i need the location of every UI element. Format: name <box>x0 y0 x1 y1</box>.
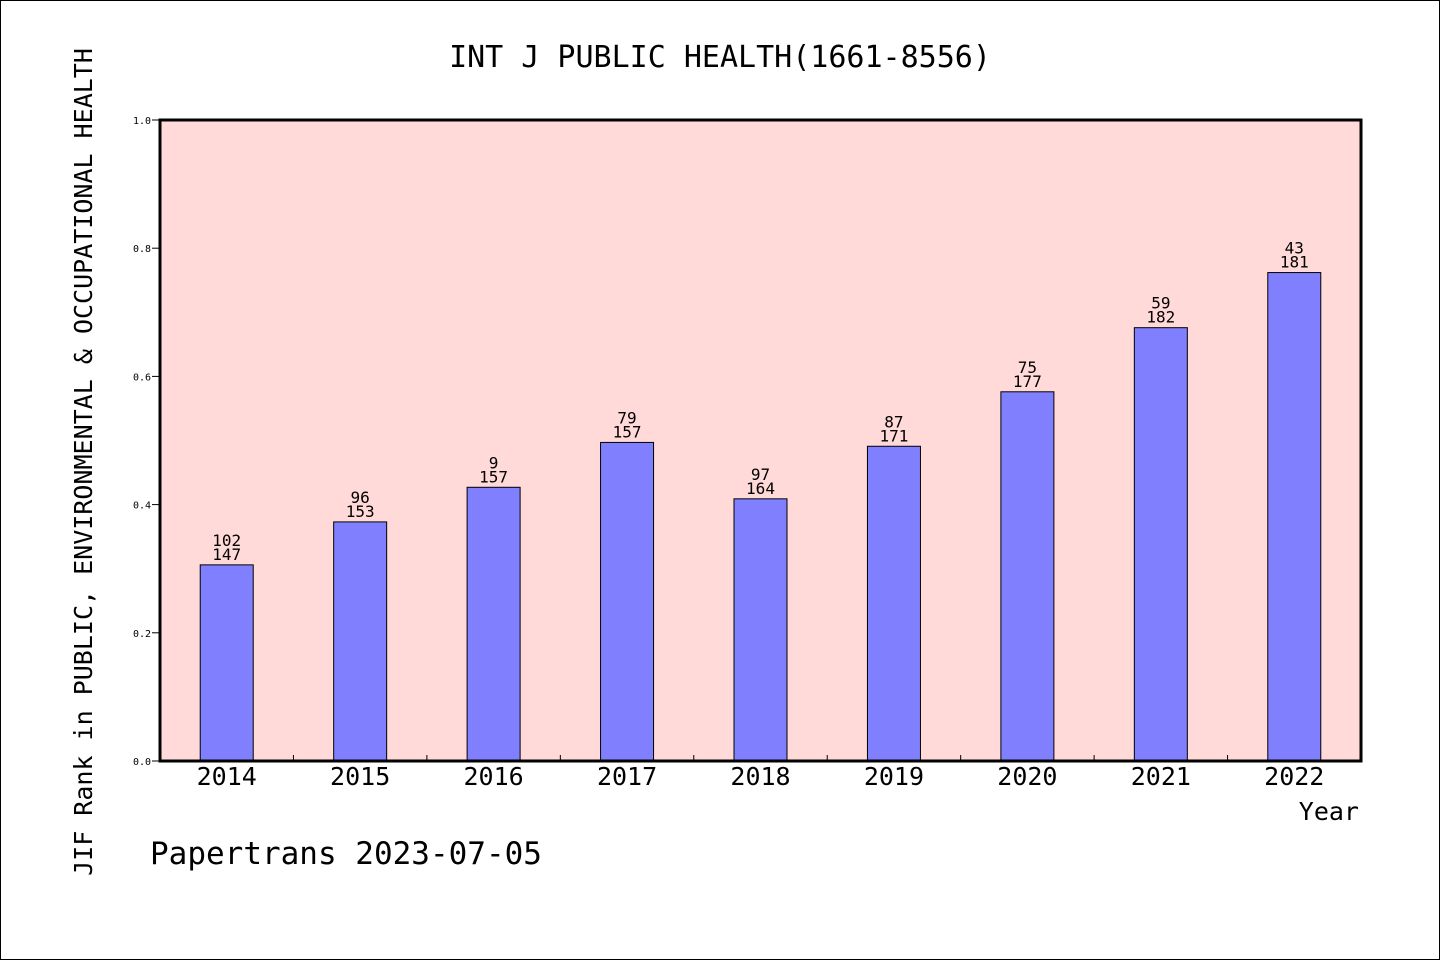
y-tick-label: 1.0 <box>133 116 151 127</box>
bar-2016 <box>466 486 521 762</box>
y-tick-label: 0.6 <box>133 372 151 383</box>
chart-title: INT J PUBLIC HEALTH(1661-8556) <box>449 40 991 75</box>
y-tick-label: 0.4 <box>133 501 151 512</box>
y-tick-label: 0.0 <box>133 757 151 768</box>
rank-label: 102 <box>212 531 241 550</box>
bar-2020 <box>1000 391 1055 762</box>
x-axis-label: Year <box>1299 797 1359 826</box>
total-label: 147 <box>212 545 241 564</box>
x-tick-label: 2014 <box>197 762 257 791</box>
rank-label: 87 <box>884 412 903 431</box>
bar-2021 <box>1133 327 1188 762</box>
total-label: 153 <box>346 502 375 521</box>
bar-2022 <box>1267 272 1322 762</box>
x-tick-label: 2020 <box>997 762 1057 791</box>
bars <box>199 272 1322 762</box>
x-tick-label: 2016 <box>464 762 524 791</box>
x-tick-label: 2021 <box>1131 762 1191 791</box>
rank-label: 59 <box>1151 294 1170 313</box>
total-label: 182 <box>1146 308 1175 327</box>
total-label: 181 <box>1280 253 1309 272</box>
total-label: 171 <box>879 426 908 445</box>
total-label: 157 <box>479 467 508 486</box>
y-axis-ticks: 0.0 0.2 0.4 0.6 0.8 1.0 <box>133 116 160 768</box>
bar-2019 <box>866 445 921 762</box>
rank-label: 96 <box>351 488 370 507</box>
bar-2017 <box>600 441 655 762</box>
y-axis-label: JIF Rank in PUBLIC, ENVIRONMENTAL & OCCU… <box>69 48 98 876</box>
total-label: 157 <box>613 422 642 441</box>
x-tick-label: 2022 <box>1264 762 1324 791</box>
bar-2014 <box>199 564 254 762</box>
y-tick-label: 0.2 <box>133 629 151 640</box>
x-tick-label: 2015 <box>330 762 390 791</box>
rank-label: 97 <box>751 465 770 484</box>
rank-label: 43 <box>1285 239 1304 258</box>
x-tick-label: 2018 <box>730 762 790 791</box>
plot-border <box>158 118 1363 763</box>
bar-2015 <box>333 521 388 762</box>
total-label: 177 <box>1013 372 1042 391</box>
bar-2018 <box>733 498 788 762</box>
x-tick-label: 2019 <box>864 762 924 791</box>
rank-label: 75 <box>1018 358 1037 377</box>
y-tick-label: 0.8 <box>133 244 151 255</box>
total-label: 164 <box>746 479 775 498</box>
x-tick-label: 2017 <box>597 762 657 791</box>
rank-label: 79 <box>617 408 636 427</box>
footer-credit: Papertrans 2023-07-05 <box>150 836 542 872</box>
rank-label: 9 <box>489 453 499 472</box>
data-labels: 1021479615391577915797164871717517759182… <box>212 239 1308 564</box>
x-axis-ticks: 2014 2015 2016 2017 2018 2019 2020 2021 2022 <box>197 755 1324 791</box>
